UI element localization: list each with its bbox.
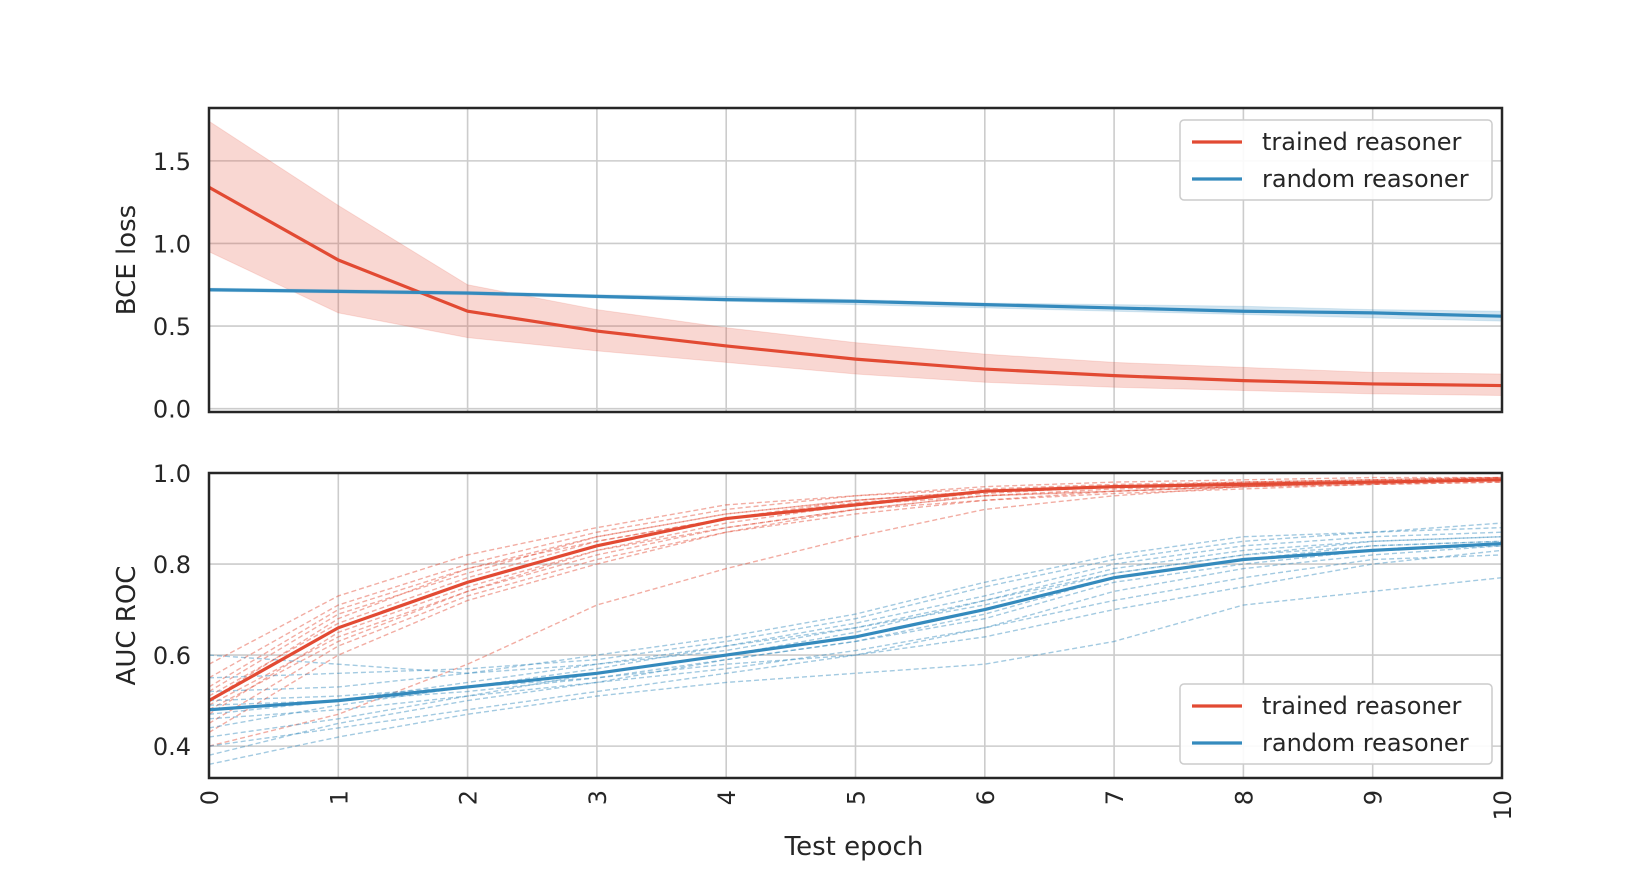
x-tick-label: 7 [1101, 790, 1129, 805]
axes-frame [207, 106, 1504, 414]
bce-loss-panel: 0.0 0.5 1.0 1.5 BCE loss trained reasoner rand… [112, 106, 1504, 424]
run-line [209, 476, 1502, 697]
x-tick-label: 6 [972, 790, 1000, 805]
legend: trained reasoner random reasoner [1179, 119, 1493, 201]
run-line [209, 577, 1502, 766]
y-axis-label: AUC ROC [112, 566, 142, 686]
plot-area [209, 120, 1502, 396]
legend-label: trained reasoner [1262, 128, 1461, 156]
auc-roc-panel: 0.4 0.6 0.8 1.0 AUC ROC 0 1 2 3 4 5 6 7 8 9 10 trained r… [112, 460, 1517, 821]
axes-frame [207, 471, 1504, 780]
run-line [209, 481, 1502, 706]
run-line [209, 476, 1502, 665]
run-line [209, 549, 1502, 706]
run-line [209, 481, 1502, 724]
y-tick-label: 1.5 [153, 148, 191, 176]
x-tick-label: 4 [713, 790, 741, 805]
run-line [209, 476, 1502, 693]
y-tick-label: 0.0 [153, 396, 191, 424]
run-line [209, 540, 1502, 675]
y-tick-label: 1.0 [153, 230, 191, 258]
run-line [209, 545, 1502, 747]
plot-area [209, 476, 1502, 766]
confidence-band [209, 120, 1502, 396]
legend-label: random reasoner [1262, 165, 1469, 193]
x-tick-label: 1 [325, 790, 353, 805]
run-line [209, 476, 1502, 688]
run-line [209, 526, 1502, 693]
run-line [209, 536, 1502, 738]
run-line [209, 545, 1502, 756]
legend-box [1179, 683, 1493, 765]
y-axis-label: BCE loss [112, 205, 142, 315]
confidence-band [209, 287, 1502, 322]
legend: trained reasoner random reasoner [1179, 683, 1493, 765]
legend-label: random reasoner [1262, 729, 1469, 757]
run-line [209, 479, 1502, 734]
run-line [209, 536, 1502, 715]
series-line [209, 478, 1502, 703]
x-axis-label: Test epoch [784, 832, 924, 862]
y-tick-label: 0.5 [153, 313, 191, 341]
x-tick-label: 5 [843, 790, 871, 805]
series-line [209, 288, 1502, 318]
y-tick-label: 0.6 [153, 642, 191, 670]
x-tick-label: 9 [1360, 790, 1388, 805]
x-tick-label: 3 [584, 790, 612, 805]
x-tick-label: 0 [196, 790, 224, 805]
legend-label: trained reasoner [1262, 692, 1461, 720]
run-line [209, 522, 1502, 679]
series-line [209, 541, 1502, 712]
y-tick-label: 0.4 [153, 733, 191, 761]
run-line [209, 479, 1502, 715]
x-tick-label: 2 [455, 790, 483, 805]
x-tick-label: 8 [1230, 790, 1258, 805]
y-tick-label: 1.0 [153, 460, 191, 488]
y-tick-label: 0.8 [153, 551, 191, 579]
legend-box [1179, 119, 1493, 201]
series-line [209, 185, 1502, 388]
x-tick-label: 10 [1489, 790, 1517, 821]
run-line [209, 554, 1502, 720]
